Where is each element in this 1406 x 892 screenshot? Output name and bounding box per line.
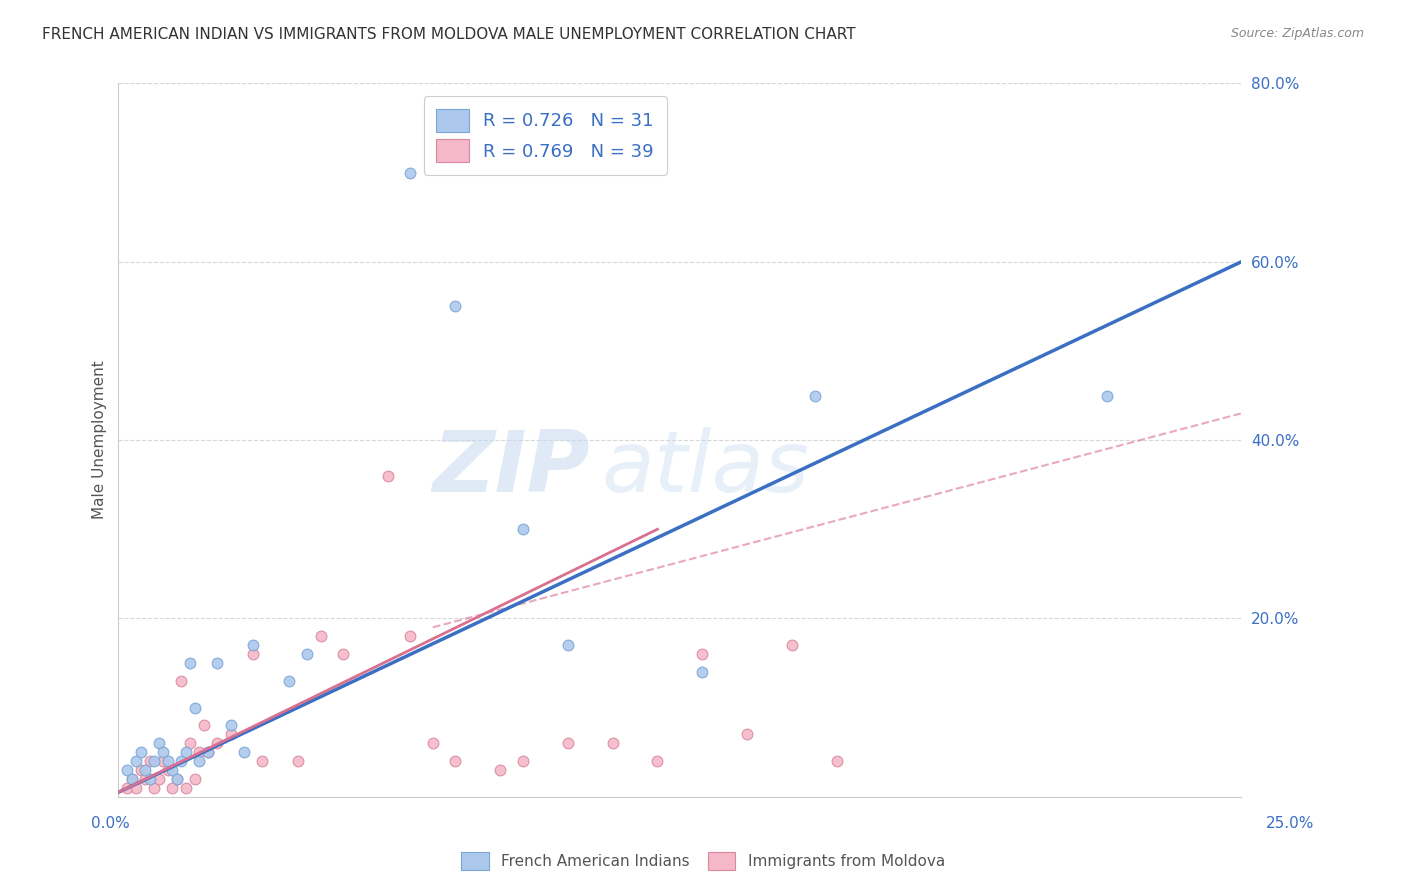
Point [174, 745, 197, 759]
Text: Source: ZipAtlas.com: Source: ZipAtlas.com [1230, 27, 1364, 40]
Point [309, 629, 332, 643]
Point [377, 468, 399, 483]
Point [170, 673, 193, 688]
Point [737, 727, 759, 741]
Text: ZIP: ZIP [433, 427, 591, 510]
Point [125, 780, 148, 795]
Point [152, 754, 174, 768]
Point [188, 754, 211, 768]
Point [557, 638, 579, 652]
Point [250, 754, 273, 768]
Point [489, 763, 512, 777]
Point [174, 780, 197, 795]
Point [692, 665, 714, 679]
Point [512, 522, 534, 536]
Point [148, 772, 170, 786]
Point [162, 780, 184, 795]
Point [156, 754, 179, 768]
Text: 25.0%: 25.0% [1267, 816, 1315, 830]
Point [125, 754, 148, 768]
Point [166, 772, 188, 786]
Point [219, 718, 242, 732]
Point [512, 754, 534, 768]
Point [1095, 388, 1118, 402]
Point [166, 772, 188, 786]
Point [139, 772, 162, 786]
Point [647, 754, 669, 768]
Text: atlas: atlas [602, 427, 810, 510]
Point [332, 647, 354, 661]
Point [184, 700, 207, 714]
Point [803, 388, 825, 402]
Point [399, 629, 422, 643]
Point [134, 763, 156, 777]
Point [188, 745, 211, 759]
Point [117, 780, 139, 795]
Point [692, 647, 714, 661]
Point [179, 736, 201, 750]
Point [121, 772, 143, 786]
Point [184, 772, 207, 786]
Point [444, 754, 467, 768]
Point [193, 718, 215, 732]
Point [143, 754, 166, 768]
Point [287, 754, 309, 768]
Point [148, 736, 170, 750]
Point [170, 754, 193, 768]
Legend: French American Indians, Immigrants from Moldova: French American Indians, Immigrants from… [454, 845, 952, 877]
Point [295, 647, 318, 661]
Text: FRENCH AMERICAN INDIAN VS IMMIGRANTS FROM MOLDOVA MALE UNEMPLOYMENT CORRELATION : FRENCH AMERICAN INDIAN VS IMMIGRANTS FRO… [42, 27, 856, 42]
Point [117, 763, 139, 777]
Point [219, 727, 242, 741]
Point [162, 763, 184, 777]
Point [156, 763, 179, 777]
Point [278, 673, 301, 688]
Point [139, 754, 162, 768]
Point [134, 772, 156, 786]
Point [143, 780, 166, 795]
Point [602, 736, 624, 750]
Point [197, 745, 219, 759]
Point [557, 736, 579, 750]
Point [207, 736, 229, 750]
Legend: R = 0.726   N = 31, R = 0.769   N = 39: R = 0.726 N = 31, R = 0.769 N = 39 [423, 96, 666, 175]
Point [179, 656, 201, 670]
Point [422, 736, 444, 750]
Point [780, 638, 803, 652]
Point [242, 647, 264, 661]
Y-axis label: Male Unemployment: Male Unemployment [93, 360, 107, 519]
Point [121, 772, 143, 786]
Point [152, 745, 174, 759]
Point [197, 745, 219, 759]
Point [444, 299, 467, 313]
Text: 0.0%: 0.0% [91, 816, 131, 830]
Point [825, 754, 848, 768]
Point [233, 745, 256, 759]
Point [242, 638, 264, 652]
Point [399, 165, 422, 179]
Point [129, 763, 152, 777]
Point [207, 656, 229, 670]
Point [129, 745, 152, 759]
